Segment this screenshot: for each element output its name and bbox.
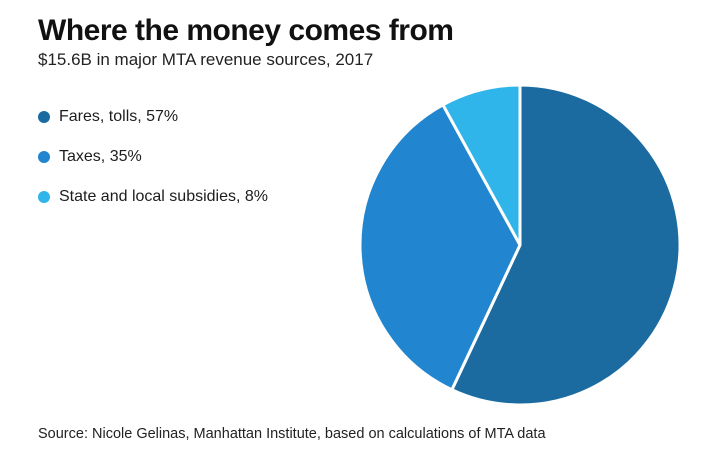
legend-label: State and local subsidies, 8% (59, 188, 269, 205)
chart-subtitle: $15.6B in major MTA revenue sources, 201… (38, 50, 374, 69)
legend-item-fares-tolls: Fares, tolls, 57% (38, 97, 268, 137)
page-title: Where the money comes from (38, 14, 454, 47)
pie-chart (350, 75, 690, 415)
source-note: Source: Nicole Gelinas, Manhattan Instit… (38, 426, 546, 442)
pie-chart-svg (358, 83, 682, 407)
chart-header: Where the money comes from $15.6B in maj… (38, 14, 454, 70)
legend-dot-icon (38, 151, 50, 163)
pie-slice-1 (358, 103, 522, 392)
legend-item-taxes: Taxes, 35% (38, 137, 268, 177)
pie-legend: Fares, tolls, 57% Taxes, 35% State and l… (38, 97, 268, 217)
pie-slice-0 (450, 83, 682, 407)
legend-dot-icon (38, 111, 50, 123)
legend-item-state-local-subsidies: State and local subsidies, 8% (38, 177, 268, 217)
legend-label: Taxes, 35% (59, 148, 142, 165)
legend-label: Fares, tolls, 57% (59, 108, 179, 125)
legend-dot-icon (38, 191, 50, 203)
pie-slice-2 (441, 83, 522, 247)
